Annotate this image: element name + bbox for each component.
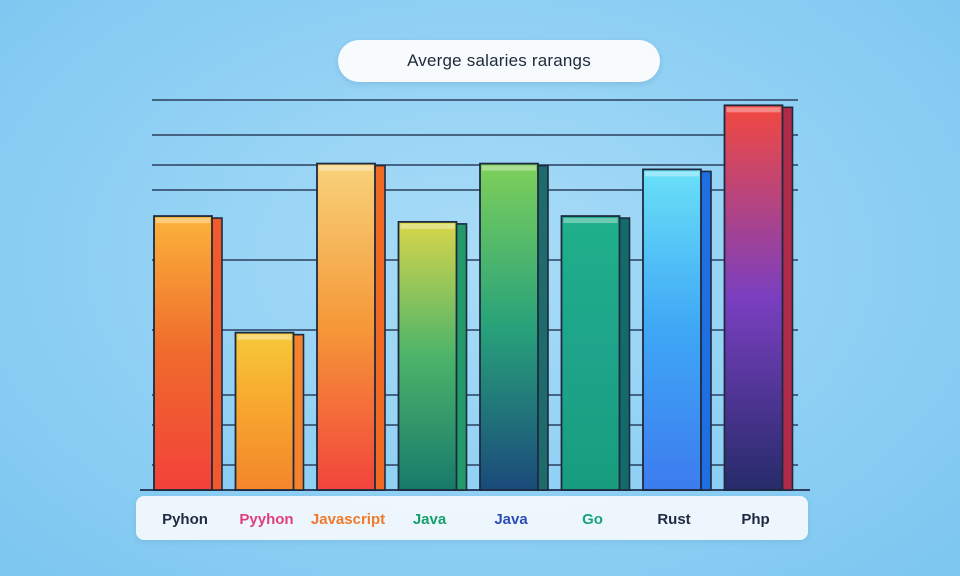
bar-highlight: [400, 223, 455, 229]
bar-highlight: [319, 165, 373, 171]
bar-highlight: [563, 218, 618, 224]
bar-7: [723, 104, 794, 491]
bar: [397, 220, 458, 491]
bar: [316, 162, 376, 491]
bar-5: [560, 215, 631, 491]
bar-4: [479, 162, 549, 491]
bar-6: [642, 168, 712, 491]
bar-highlight: [482, 165, 536, 171]
bar-0: [153, 215, 223, 491]
chart-title: Averge salaries rarangs: [338, 40, 660, 82]
x-axis-label-band: [136, 496, 808, 540]
bar: [723, 104, 784, 491]
bar: [560, 215, 621, 491]
bar: [234, 331, 295, 491]
bar-highlight: [156, 218, 210, 224]
bar: [153, 215, 213, 491]
bar-highlight: [726, 107, 781, 113]
bar: [642, 168, 702, 491]
bar-highlight: [237, 334, 292, 340]
bar-group: [153, 104, 794, 491]
bar-highlight: [645, 171, 699, 177]
bar-2: [316, 162, 386, 491]
bar: [479, 162, 539, 491]
bar-1: [234, 331, 305, 491]
bar-3: [397, 220, 468, 491]
